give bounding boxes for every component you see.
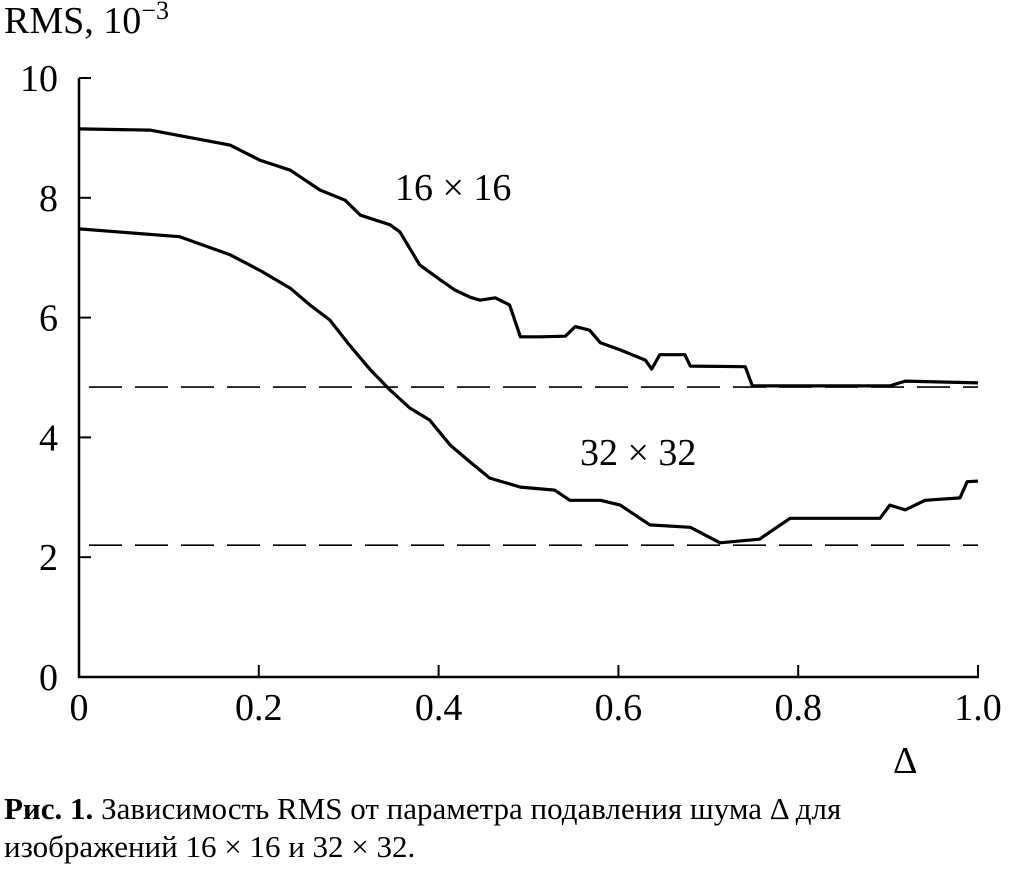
x-tick-label: 0 [70, 687, 89, 729]
y-axis-label: RMS, 10−3 [4, 0, 169, 42]
caption-text: Зависимость RMS от параметра подавления … [4, 791, 842, 864]
x-axis-label: Δ [893, 740, 917, 782]
y-tick-label: 2 [39, 537, 58, 579]
x-tick-label: 0.6 [595, 687, 643, 729]
annotation-16x16: 16 × 16 [395, 167, 511, 209]
x-tick-label: 1.0 [954, 687, 1002, 729]
reference-lines [89, 386, 978, 547]
y-tick-label: 8 [39, 178, 58, 220]
series-line-32x32 [78, 227, 979, 545]
y-tick-label: 0 [39, 657, 58, 699]
caption-label: Рис. 1. [4, 791, 94, 826]
y-tick-label: 4 [39, 417, 58, 459]
x-tick-label: 0.4 [415, 687, 463, 729]
y-tick-label: 6 [39, 298, 58, 340]
y-tick-label: 10 [20, 58, 58, 100]
chart: 0 0.2 0.4 0.6 0.8 1.0 0 2 4 6 8 10 RMS, 10−3 Δ 16 ×… [4, 0, 1002, 782]
series-line-16x16 [78, 127, 979, 388]
annotation-32x32: 32 × 32 [580, 432, 696, 474]
axes [77, 78, 979, 679]
figure-caption: Рис. 1. Зависимость RMS от параметра под… [4, 790, 1009, 866]
x-tick-label: 0.2 [235, 687, 283, 729]
x-tick-label: 0.8 [774, 687, 822, 729]
